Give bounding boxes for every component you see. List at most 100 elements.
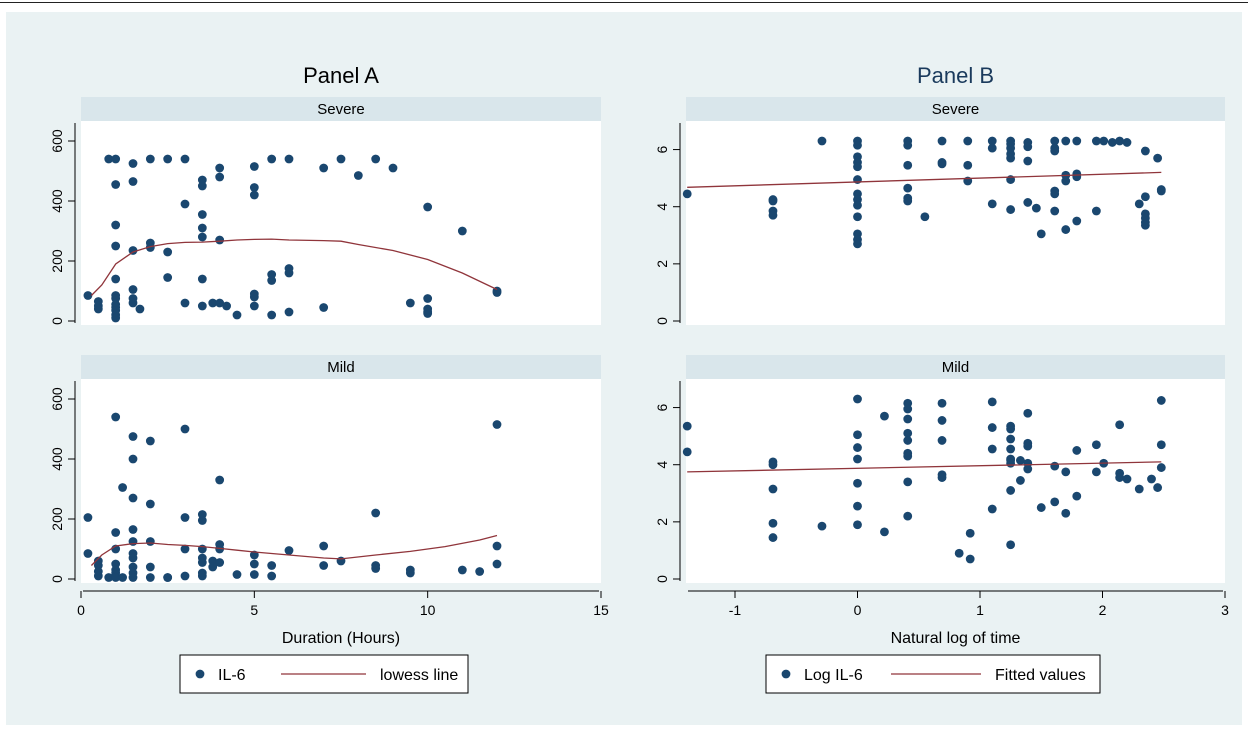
data-point [987,423,997,432]
data-point [371,154,381,164]
data-point [682,447,692,457]
x-axis-title: Natural log of time [891,630,1021,647]
x-tick-label: 0 [854,602,862,618]
data-point [319,163,329,173]
data-point [118,483,127,492]
data-point [405,568,415,578]
data-point [853,520,862,530]
data-point [853,140,862,150]
data-point [1072,446,1082,455]
data-point [1134,484,1144,494]
data-point [163,273,173,282]
data-point [336,154,346,164]
data-point [937,436,947,445]
data-point [1023,142,1033,152]
x-tick-label: 2 [1099,602,1107,618]
data-point [853,443,862,452]
plot-area [686,379,1225,583]
y-tick-label: 0 [49,317,65,325]
data-point [853,454,862,464]
data-point [853,162,862,172]
data-point [903,196,913,206]
data-point [965,554,975,564]
data-point [319,541,329,551]
x-tick-label: 15 [593,602,609,618]
data-point [768,533,778,542]
data-point [111,274,121,284]
data-point [1050,497,1060,507]
data-point [371,564,381,573]
data-point [128,159,138,168]
data-point [423,309,433,318]
top-rule [0,2,1248,3]
data-point [145,562,155,572]
data-point [1156,396,1166,405]
data-point [1023,156,1033,166]
x-tick-label: 5 [250,602,258,618]
y-tick-label: 4 [654,203,670,211]
data-point [284,307,294,317]
y-tick-label: 2 [654,518,670,526]
y-tick-label: 6 [654,403,670,411]
facet-strip [686,355,1225,379]
data-point [1072,136,1082,146]
legend: IL-6 lowess line [179,654,469,694]
data-point [388,163,398,173]
data-point [319,303,329,312]
data-point [903,511,913,521]
data-point [817,136,827,146]
data-point [853,239,862,249]
data-point [104,573,114,582]
data-point [1023,464,1033,474]
data-point [987,136,997,146]
data-point [197,181,207,191]
data-point [249,301,259,311]
legend-marker [781,669,791,679]
data-point [180,298,190,308]
data-point [163,154,173,164]
data-point [284,268,294,278]
data-point [197,571,207,581]
facet-mild: Mild 0 2 4 6 [654,355,1225,583]
data-point [1156,186,1166,196]
data-point [128,432,138,441]
data-point [987,504,997,514]
data-point [682,189,692,199]
data-point [1140,192,1150,202]
data-point [249,183,259,192]
data-point [937,416,947,425]
data-point [197,274,207,284]
data-point [180,424,190,434]
data-point [93,304,103,314]
data-point [987,397,997,407]
data-point [1156,463,1166,472]
data-point [215,558,225,567]
facet-label: Mild [942,359,970,376]
data-point [180,154,190,164]
legend-marker [195,669,205,679]
data-point [1140,146,1150,156]
data-point [1072,491,1082,501]
legend-label: Fitted values [995,667,1086,684]
x-tick-label: 1 [976,602,984,618]
facet-severe: Severe 0 2 4 6 [654,97,1225,325]
facet-mild: Mild 0 200 400 600 [49,355,601,583]
data-point [492,420,502,429]
legend-label: Log IL-6 [804,667,863,684]
data-point [1023,408,1033,418]
data-point [163,247,173,257]
data-point [111,528,121,537]
facet-strip [686,97,1225,121]
data-point [1023,441,1033,451]
data-point [145,154,155,164]
data-point [232,310,242,320]
data-point [880,411,889,421]
data-point [1016,456,1025,465]
data-point [197,223,207,233]
data-point [215,235,225,245]
data-point [215,298,225,308]
facet-severe: Severe 0 200 400 600 [49,97,601,325]
data-point [1091,467,1101,477]
data-point [768,518,778,528]
data-point [1006,444,1016,454]
